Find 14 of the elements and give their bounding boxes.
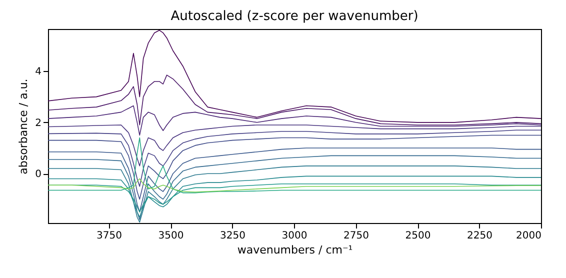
y-axis-title: absorbance / a.u. — [17, 78, 30, 174]
y-tick-label: 2 — [35, 118, 42, 129]
x-tick-label: 3500 — [158, 230, 184, 242]
x-tick-label: 2000 — [516, 230, 542, 242]
x-tick-label: 2750 — [344, 230, 369, 242]
x-tick-label: 3250 — [220, 230, 246, 242]
y-tick-label: 4 — [35, 66, 42, 78]
y-tick-label: 0 — [35, 169, 42, 180]
x-axis-title: wavenumbers / cm⁻¹ — [237, 244, 353, 256]
x-tick-label: 2500 — [405, 230, 431, 242]
x-tick-label: 3000 — [282, 230, 308, 242]
x-tick-label: 3750 — [96, 230, 122, 242]
x-tick-label: 2250 — [467, 230, 492, 242]
chart-title: Autoscaled (z-score per wavenumber) — [170, 9, 418, 24]
